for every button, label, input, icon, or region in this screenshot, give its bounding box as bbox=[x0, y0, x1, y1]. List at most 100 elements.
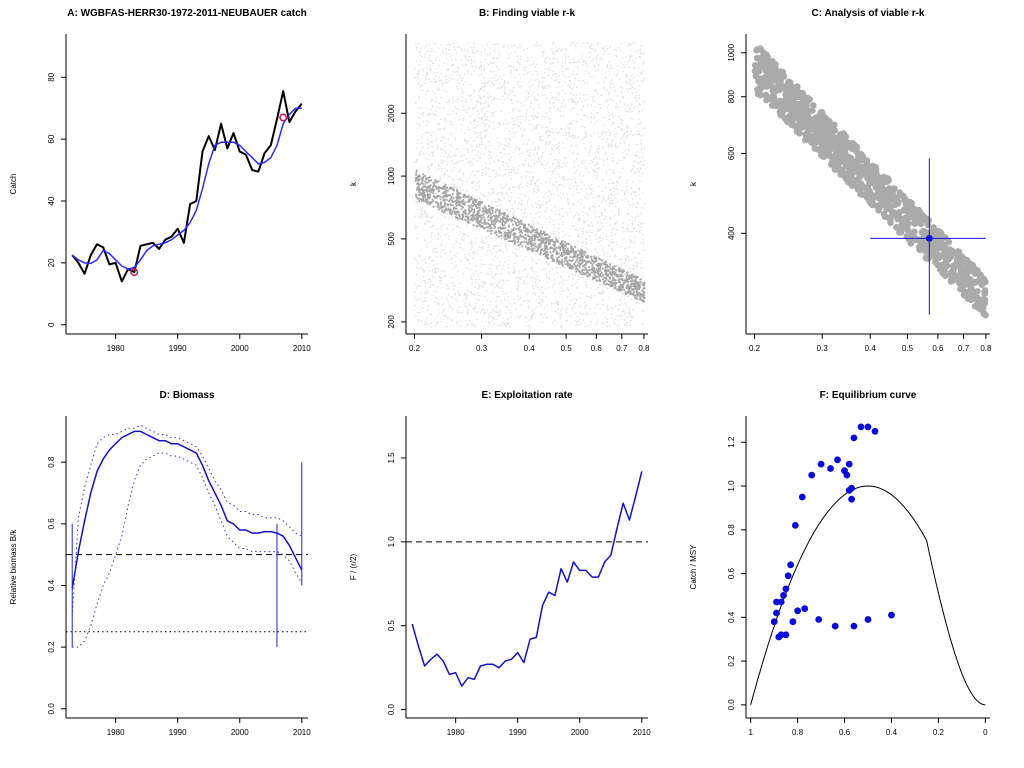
rk-point bbox=[855, 183, 863, 191]
catch-point bbox=[791, 522, 799, 529]
series-line-1 bbox=[71, 424, 303, 617]
rk-point bbox=[825, 142, 833, 150]
rk-point bbox=[809, 107, 816, 114]
rk-point bbox=[805, 113, 812, 121]
rk-point bbox=[846, 165, 854, 172]
rk-point bbox=[979, 298, 987, 306]
x-tick-label: 1990 bbox=[169, 344, 187, 353]
rk-point bbox=[780, 73, 788, 80]
y-axis-label: Relative biomass B/k bbox=[9, 529, 18, 605]
rk-point bbox=[802, 130, 810, 138]
rk-point bbox=[796, 105, 804, 112]
rk-point bbox=[947, 270, 954, 277]
rk-point bbox=[972, 295, 979, 303]
x-tick-label: 2010 bbox=[633, 728, 651, 737]
catch-point bbox=[808, 471, 816, 479]
catch-point bbox=[798, 493, 806, 501]
rk-point bbox=[774, 83, 781, 91]
catch-point bbox=[864, 616, 872, 623]
rk-point bbox=[918, 218, 925, 225]
x-tick-label: 1990 bbox=[509, 728, 527, 737]
catch-point bbox=[845, 460, 853, 468]
rk-point bbox=[922, 254, 930, 262]
rk-point bbox=[841, 152, 849, 159]
y-axis-label: Catch bbox=[9, 174, 18, 195]
y-tick-label: 0.5 bbox=[387, 620, 396, 632]
rk-point bbox=[858, 191, 866, 198]
y-tick-label: 1000 bbox=[387, 167, 396, 185]
x-tick-label: 2010 bbox=[293, 344, 311, 353]
x-tick-label: 0.4 bbox=[886, 728, 898, 737]
catch-point bbox=[777, 598, 785, 606]
rk-point bbox=[900, 207, 908, 214]
rk-point bbox=[920, 213, 928, 220]
catch-point bbox=[831, 622, 839, 630]
rk-point bbox=[776, 99, 784, 106]
x-tick-label: 0.6 bbox=[839, 728, 851, 737]
series-line-0 bbox=[411, 471, 643, 687]
y-axis-label: Catch / MSY bbox=[689, 544, 698, 590]
rk-point bbox=[796, 130, 803, 137]
rk-point bbox=[939, 269, 946, 277]
rk-point bbox=[902, 217, 910, 224]
x-tick-label: 1980 bbox=[447, 728, 465, 737]
catch-point bbox=[794, 607, 801, 615]
rk-point bbox=[794, 114, 801, 122]
rk-point bbox=[811, 145, 819, 152]
catch-point bbox=[789, 618, 797, 626]
rk-point bbox=[818, 123, 826, 131]
rk-point bbox=[920, 234, 928, 242]
panel-title: D: Biomass bbox=[159, 390, 214, 401]
rk-point bbox=[752, 73, 760, 80]
x-tick-label: 0.3 bbox=[817, 344, 829, 353]
rk-point bbox=[902, 200, 910, 207]
rk-point bbox=[883, 206, 890, 213]
panel-e: E: Exploitation rate F / (r/2) 1980 1990 200… bbox=[349, 390, 651, 737]
x-tick-label: 2000 bbox=[231, 344, 249, 353]
y-tick-label: 0 bbox=[47, 322, 56, 327]
rk-point bbox=[937, 244, 944, 252]
panel-f: F: Equilibrium curve Catch / MSY 1 0.8 0.6 0.… bbox=[689, 390, 990, 737]
catch-point bbox=[848, 484, 855, 492]
rk-point bbox=[979, 304, 987, 312]
rk-point bbox=[814, 115, 821, 122]
rk-point bbox=[891, 185, 898, 192]
x-tick-label: 0 bbox=[983, 728, 988, 737]
y-tick-label: 0.0 bbox=[727, 699, 736, 711]
panel-title: F: Equilibrium curve bbox=[820, 390, 917, 401]
rk-point bbox=[845, 139, 852, 147]
y-tick-label: 40 bbox=[47, 196, 56, 205]
x-tick-label: 1990 bbox=[169, 728, 187, 737]
x-tick-label: 2000 bbox=[571, 728, 589, 737]
y-tick-label: 0.6 bbox=[47, 518, 56, 530]
rk-point bbox=[811, 133, 819, 140]
rk-point bbox=[885, 188, 893, 196]
catch-point bbox=[773, 609, 780, 617]
rk-point bbox=[887, 216, 894, 224]
rk-point bbox=[843, 157, 850, 164]
rk-point bbox=[766, 80, 773, 88]
y-tick-label: 1.2 bbox=[727, 436, 736, 448]
rk-point bbox=[751, 62, 759, 69]
catch-point bbox=[857, 423, 865, 431]
rk-point bbox=[873, 169, 880, 177]
rk-point bbox=[828, 159, 836, 166]
panel-title: A: WGBFAS-HERR30-1972-2011-NEUBAUER catc… bbox=[67, 8, 307, 19]
rk-point bbox=[758, 76, 765, 83]
rk-point bbox=[924, 221, 932, 229]
rk-point bbox=[771, 67, 779, 74]
rk-point bbox=[891, 201, 899, 209]
rk-point bbox=[860, 184, 868, 191]
rk-point bbox=[859, 153, 867, 160]
rk-point bbox=[864, 175, 871, 182]
rk-point bbox=[763, 73, 770, 81]
y-tick-label: 0.8 bbox=[47, 456, 56, 468]
series-line-0 bbox=[71, 430, 303, 589]
unviable-rk-points bbox=[414, 42, 646, 328]
x-tick-label: 0.6 bbox=[932, 344, 944, 353]
rk-point bbox=[768, 102, 776, 109]
y-tick-label: 600 bbox=[727, 146, 736, 160]
rk-point bbox=[981, 279, 989, 286]
catch-point bbox=[850, 622, 858, 630]
rk-point bbox=[793, 122, 801, 129]
